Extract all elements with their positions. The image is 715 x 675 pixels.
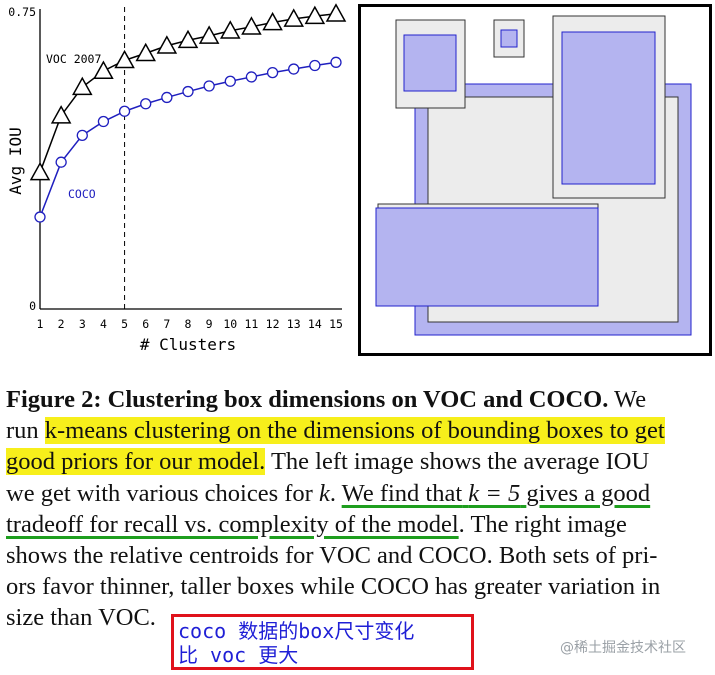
underlined-text: We find that k = 5 gives a good [342,480,651,507]
caption-text: we get with various choices for [6,479,313,507]
coco-data-point [309,59,321,72]
caption-text: We [614,386,647,413]
voc-data-point [177,29,199,49]
caption-title: Clustering box dimensions on VOC and COC… [107,386,609,413]
caption-text: The left image shows the average IOU [270,448,650,476]
coco-data-point [224,75,236,87]
voc-data-point [156,35,178,54]
coco-data-point [118,105,131,117]
x-tick-label: 2 [58,317,65,331]
coco-data-point [182,85,194,98]
voc-data-point [93,60,114,79]
voc-data-point [50,105,72,124]
caption-text: We find that [341,479,463,507]
caption-text: . The right image [458,510,627,538]
x-tick-label: 14 [308,317,322,331]
voc-data-point [72,76,93,96]
caption-text: run [6,417,39,445]
voc-box-tiny [493,19,525,58]
watermark: @稀土掘金技术社区 [560,640,686,656]
voc-data-point [198,25,220,44]
voc-data-point [220,20,241,39]
voc-data-point [304,5,326,25]
voc-data-point [283,8,304,27]
voc-data-point [262,11,283,31]
chart-series [29,3,347,223]
x-tick-label: 3 [79,317,86,331]
x-tick-label: 11 [244,317,258,331]
coco-data-point [55,156,67,168]
caption-line-7: ors favor thinner, taller boxes while CO… [6,573,661,601]
caption-line-5: tradeoff for recall vs. complexity of th… [6,509,712,540]
x-tick-label: 5 [121,317,128,331]
centroid-boxes-diagram [358,4,712,356]
math-k: k [318,479,330,507]
x-tick-label: 12 [266,317,280,331]
caption-line-8: size than VOC. [6,604,156,632]
coco-data-point [97,115,110,128]
annotation-line-2: 比 voc 更大 [178,643,299,667]
coco-box-topleft [403,34,457,92]
x-tick-label: 9 [206,317,213,331]
y-axis-label: Avg IOU [6,127,25,194]
x-tick-label: 6 [142,317,149,331]
caption-text: . [329,479,336,507]
coco-data-point [266,66,279,79]
voc-data-point [325,3,347,22]
voc-data-point [114,49,135,69]
caption-line-6: shows the relative centroids for VOC and… [6,541,658,569]
math-k-equals-5: k = 5 [468,479,521,507]
coco-box-tiny [500,29,518,48]
highlighted-text: good priors for our model. [6,448,266,476]
voc-data-point [135,42,156,62]
x-axis-label: # Clusters [140,335,236,354]
coco-data-point [330,56,342,68]
x-tick-label: 1 [37,317,44,331]
caption-text: gives a good [526,479,651,507]
figure-caption: Figure 2: Clustering box dimensions on V… [6,384,712,634]
x-tick-label: 8 [185,317,192,331]
chart-axes [39,7,342,310]
coco-data-point [76,129,88,141]
voc-data-point [29,161,51,181]
coco-box-tall [561,31,656,185]
coco-data-point [288,63,300,75]
annotation-line-1: coco 数据的box尺寸变化 [178,619,415,643]
coco-data-point [161,91,173,104]
coco-data-point [203,80,215,92]
coco-data-point [140,98,152,110]
highlighted-text: k-means clustering on the dimensions of … [44,417,665,445]
x-tick-label: 7 [163,317,170,331]
x-tick-label: 10 [223,317,237,331]
series-label-coco: COCO [68,187,96,201]
caption-line-4: we get with various choices for k. We fi… [6,478,712,509]
caption-line-3: good priors for our model. The left imag… [6,446,712,477]
underlined-text: tradeoff for recall vs. complexity of th… [6,510,459,538]
x-tick-label: 4 [100,317,107,331]
x-tick-label: 13 [287,317,301,331]
coco-box-wide [375,207,599,307]
figure-label: Figure 2: [6,386,102,413]
coco-data-point [245,71,258,83]
coco-data-point [34,211,46,223]
caption-line-1: Figure 2: Clustering box dimensions on V… [6,384,712,415]
y-tick-label: 0.75 [8,5,36,19]
series-label-voc: VOC 2007 [46,52,101,66]
y-tick-label: 0 [29,299,36,313]
voc-data-point [241,16,262,35]
x-tick-label: 15 [329,317,343,331]
caption-line-2: run k-means clustering on the dimensions… [6,415,712,446]
annotation-box: coco 数据的box尺寸变化 比 voc 更大 [171,614,474,670]
